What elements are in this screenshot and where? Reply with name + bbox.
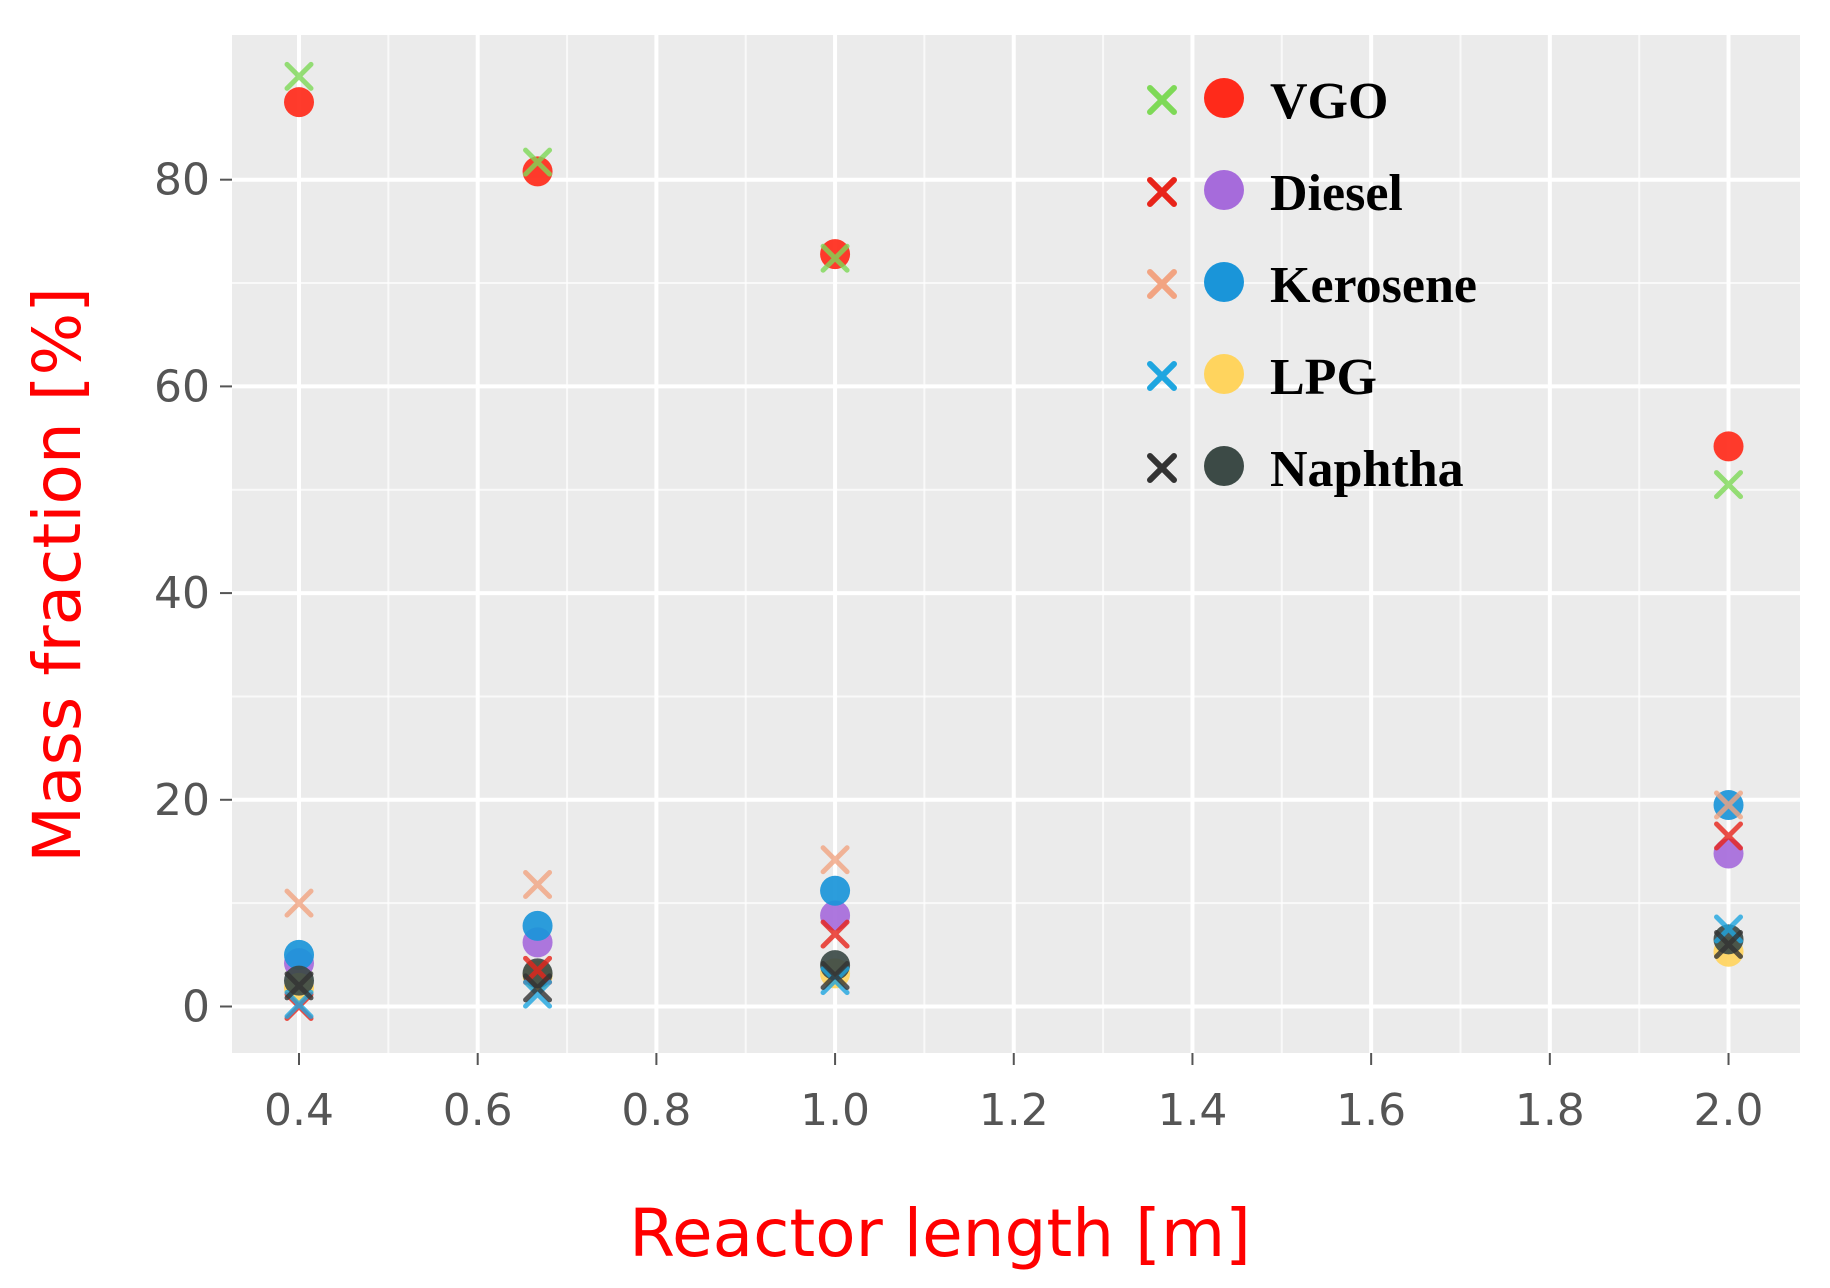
legend-label-diesel: Diesel — [1270, 165, 1403, 222]
cross-stroke — [523, 870, 553, 900]
x-tick-label: 0.8 — [621, 1085, 691, 1136]
point-kerosene-measured — [522, 910, 553, 941]
legend-cross-diesel — [1147, 177, 1177, 207]
point-diesel-simulated — [820, 919, 850, 949]
point-vgo-measured — [284, 87, 315, 118]
point-vgo-simulated — [523, 147, 553, 177]
x-tick-label: 1.4 — [1157, 1085, 1227, 1136]
point-kerosene-simulated — [820, 845, 850, 875]
y-tick-label: 0 — [182, 981, 210, 1032]
cross-stroke — [284, 61, 314, 91]
legend-cross-naphtha — [1147, 453, 1177, 483]
point-vgo-measured — [1713, 431, 1744, 462]
plot-background — [232, 35, 1800, 1053]
point-diesel-measured — [820, 900, 851, 931]
grid-lines — [232, 35, 1800, 1053]
plot-area — [232, 35, 1800, 1053]
point-kerosene-simulated — [523, 870, 553, 900]
legend-dot-kerosene — [1204, 262, 1244, 302]
point-vgo-simulated — [1714, 470, 1744, 500]
cross-stroke — [284, 971, 314, 1001]
legend-dot-lpg — [1204, 354, 1244, 394]
point-naphtha-simulated — [284, 971, 314, 1001]
point-naphtha-simulated — [1714, 929, 1744, 959]
cross-stroke — [1714, 470, 1744, 500]
cross-stroke — [284, 888, 314, 918]
y-tick-label: 40 — [154, 568, 210, 619]
cross-stroke — [1147, 177, 1177, 207]
x-tick-label: 1.6 — [1336, 1085, 1406, 1136]
y-tick-label: 60 — [154, 361, 210, 412]
y-axis-ticks: 0 20 40 60 80 — [154, 155, 232, 1032]
point-naphtha-measured — [1713, 924, 1744, 955]
cross-stroke — [523, 979, 553, 1009]
cross-stroke — [1147, 269, 1177, 299]
cross-stroke — [820, 919, 850, 949]
cross-stroke — [1147, 361, 1177, 391]
x-tick-label: 1.2 — [979, 1085, 1049, 1136]
legend-label-lpg: LPG — [1270, 349, 1377, 406]
point-vgo-measured — [820, 239, 851, 270]
x-axis-title: Reactor length [m] — [629, 1195, 1251, 1272]
legend-cross-vgo — [1147, 85, 1177, 115]
legend-label-naphtha: Naphtha — [1270, 441, 1464, 498]
cross-stroke — [820, 966, 850, 996]
point-naphtha-measured — [284, 965, 315, 996]
x-axis-ticks: 0.4 0.6 0.8 1.0 1.2 1.4 1.6 1.8 2.0 — [264, 1053, 1764, 1136]
cross-stroke — [523, 147, 553, 177]
y-tick-label: 80 — [154, 155, 210, 206]
point-naphtha-simulated — [820, 960, 850, 990]
legend-label-kerosene: Kerosene — [1270, 257, 1477, 314]
x-tick-label: 0.6 — [443, 1085, 513, 1136]
cross-stroke — [820, 845, 850, 875]
point-kerosene-measured — [284, 939, 315, 970]
point-lpg-simulated — [523, 979, 553, 1009]
legend-dot-naphtha — [1204, 446, 1244, 486]
x-tick-label: 0.4 — [264, 1085, 334, 1136]
point-kerosene-simulated — [284, 888, 314, 918]
cross-stroke — [820, 960, 850, 990]
legend-dot-diesel — [1204, 170, 1244, 210]
cross-stroke — [820, 243, 850, 273]
cross-stroke — [1147, 453, 1177, 483]
y-axis-title: Mass fraction [%] — [19, 287, 96, 863]
cross-stroke — [1714, 929, 1744, 959]
point-vgo-simulated — [284, 61, 314, 91]
data-points — [284, 61, 1744, 1021]
cross-stroke — [1147, 85, 1177, 115]
y-tick-label: 20 — [154, 775, 210, 826]
point-vgo-simulated — [820, 243, 850, 273]
legend-cross-kerosene — [1147, 269, 1177, 299]
point-kerosene-measured — [820, 875, 851, 906]
x-tick-label: 1.0 — [800, 1085, 870, 1136]
x-tick-label: 2.0 — [1694, 1085, 1764, 1136]
legend: VGO Diesel Kerosene LPG Naphtha — [1147, 73, 1477, 498]
point-vgo-measured — [522, 156, 553, 187]
cross-stroke — [523, 973, 553, 1003]
cross-stroke — [1714, 790, 1744, 820]
point-kerosene-simulated — [1714, 790, 1744, 820]
point-naphtha-simulated — [523, 973, 553, 1003]
cross-stroke — [1714, 821, 1744, 851]
legend-label-vgo: VGO — [1270, 73, 1388, 130]
x-tick-label: 1.8 — [1515, 1085, 1585, 1136]
legend-dot-vgo — [1204, 78, 1244, 118]
legend-cross-lpg — [1147, 361, 1177, 391]
point-lpg-simulated — [820, 966, 850, 996]
point-diesel-simulated — [1714, 821, 1744, 851]
